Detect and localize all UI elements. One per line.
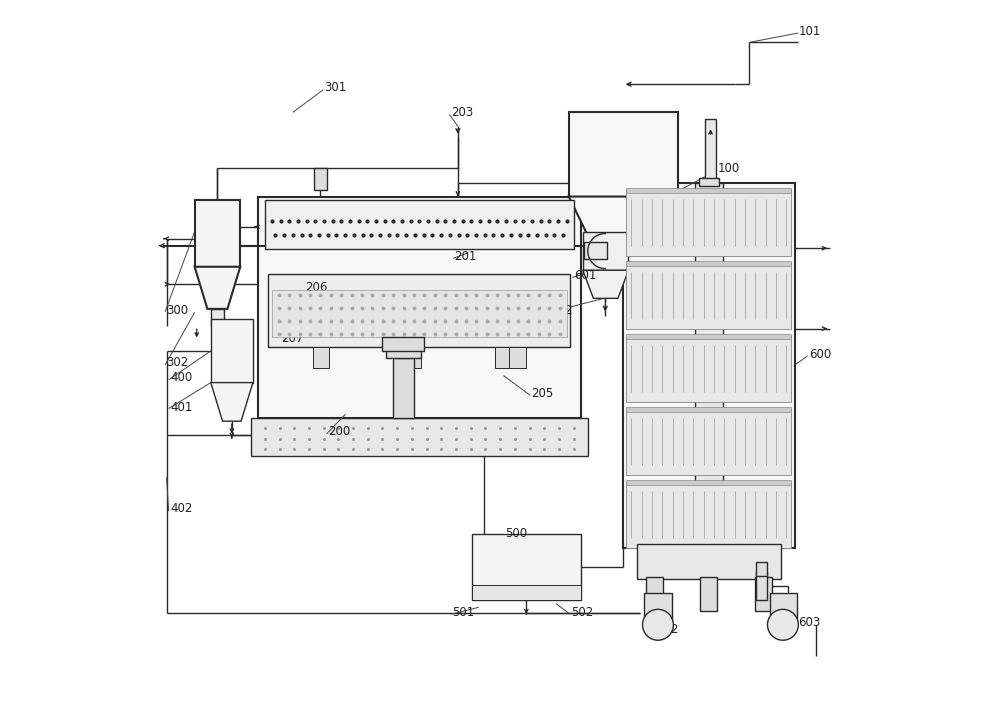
Text: 500: 500	[506, 527, 528, 540]
Bar	[569, 112, 678, 197]
Circle shape	[767, 609, 798, 640]
Bar	[770, 593, 797, 621]
Bar	[211, 319, 253, 383]
Text: 102: 102	[551, 304, 573, 317]
Text: 601: 601	[574, 269, 596, 282]
Bar	[626, 482, 791, 548]
Polygon shape	[583, 270, 628, 298]
Text: 206: 206	[305, 282, 327, 294]
Bar	[699, 178, 719, 186]
Bar	[755, 577, 772, 611]
Bar	[626, 263, 791, 329]
Bar	[509, 347, 526, 368]
Bar	[599, 265, 623, 274]
Bar	[604, 246, 620, 274]
Text: 201: 201	[454, 250, 477, 263]
Bar	[472, 534, 581, 600]
Text: 501: 501	[452, 607, 475, 619]
Text: 302: 302	[167, 357, 189, 369]
Bar	[251, 418, 588, 456]
Bar	[700, 577, 717, 611]
Bar	[626, 407, 791, 412]
Bar	[265, 200, 574, 249]
Bar	[756, 572, 767, 600]
Bar	[626, 334, 791, 339]
Bar	[404, 347, 421, 368]
Bar	[646, 577, 663, 611]
Polygon shape	[195, 267, 240, 309]
Text: 400: 400	[170, 371, 192, 384]
Bar	[211, 309, 224, 326]
Bar	[626, 480, 791, 485]
Polygon shape	[569, 197, 678, 246]
Text: 402: 402	[170, 503, 192, 515]
Text: 301: 301	[324, 81, 347, 94]
Bar	[382, 337, 424, 351]
Text: 204: 204	[374, 295, 396, 307]
Text: 202: 202	[535, 313, 557, 326]
Text: 205: 205	[532, 387, 554, 399]
Bar	[195, 200, 240, 267]
Text: 207: 207	[281, 332, 303, 345]
Bar	[272, 290, 567, 337]
Polygon shape	[211, 383, 253, 421]
Text: 300: 300	[167, 304, 189, 317]
Text: 200: 200	[328, 425, 350, 438]
Circle shape	[643, 609, 673, 640]
Bar	[623, 183, 795, 548]
Bar	[626, 336, 791, 402]
Bar	[626, 190, 791, 256]
Bar	[705, 119, 716, 183]
Text: 401: 401	[170, 401, 192, 413]
Text: 603: 603	[798, 616, 821, 629]
Bar	[268, 274, 570, 347]
Text: 502: 502	[572, 607, 594, 619]
Bar	[695, 183, 723, 548]
Bar	[626, 188, 791, 193]
Bar	[626, 261, 791, 266]
Text: 100: 100	[718, 162, 740, 175]
Text: 101: 101	[798, 25, 821, 38]
Bar	[313, 347, 329, 368]
Bar	[393, 358, 414, 418]
Bar	[626, 409, 791, 475]
Bar	[258, 197, 581, 418]
Bar	[644, 593, 672, 621]
Bar	[637, 544, 781, 579]
Text: 602: 602	[656, 623, 678, 636]
Bar	[314, 168, 327, 190]
Bar	[583, 232, 628, 270]
Text: 600: 600	[809, 348, 831, 361]
Bar	[756, 562, 767, 576]
Bar	[495, 347, 512, 368]
Bar	[386, 347, 421, 358]
Bar	[584, 242, 607, 260]
Text: 203: 203	[451, 106, 473, 119]
Bar	[472, 585, 581, 600]
